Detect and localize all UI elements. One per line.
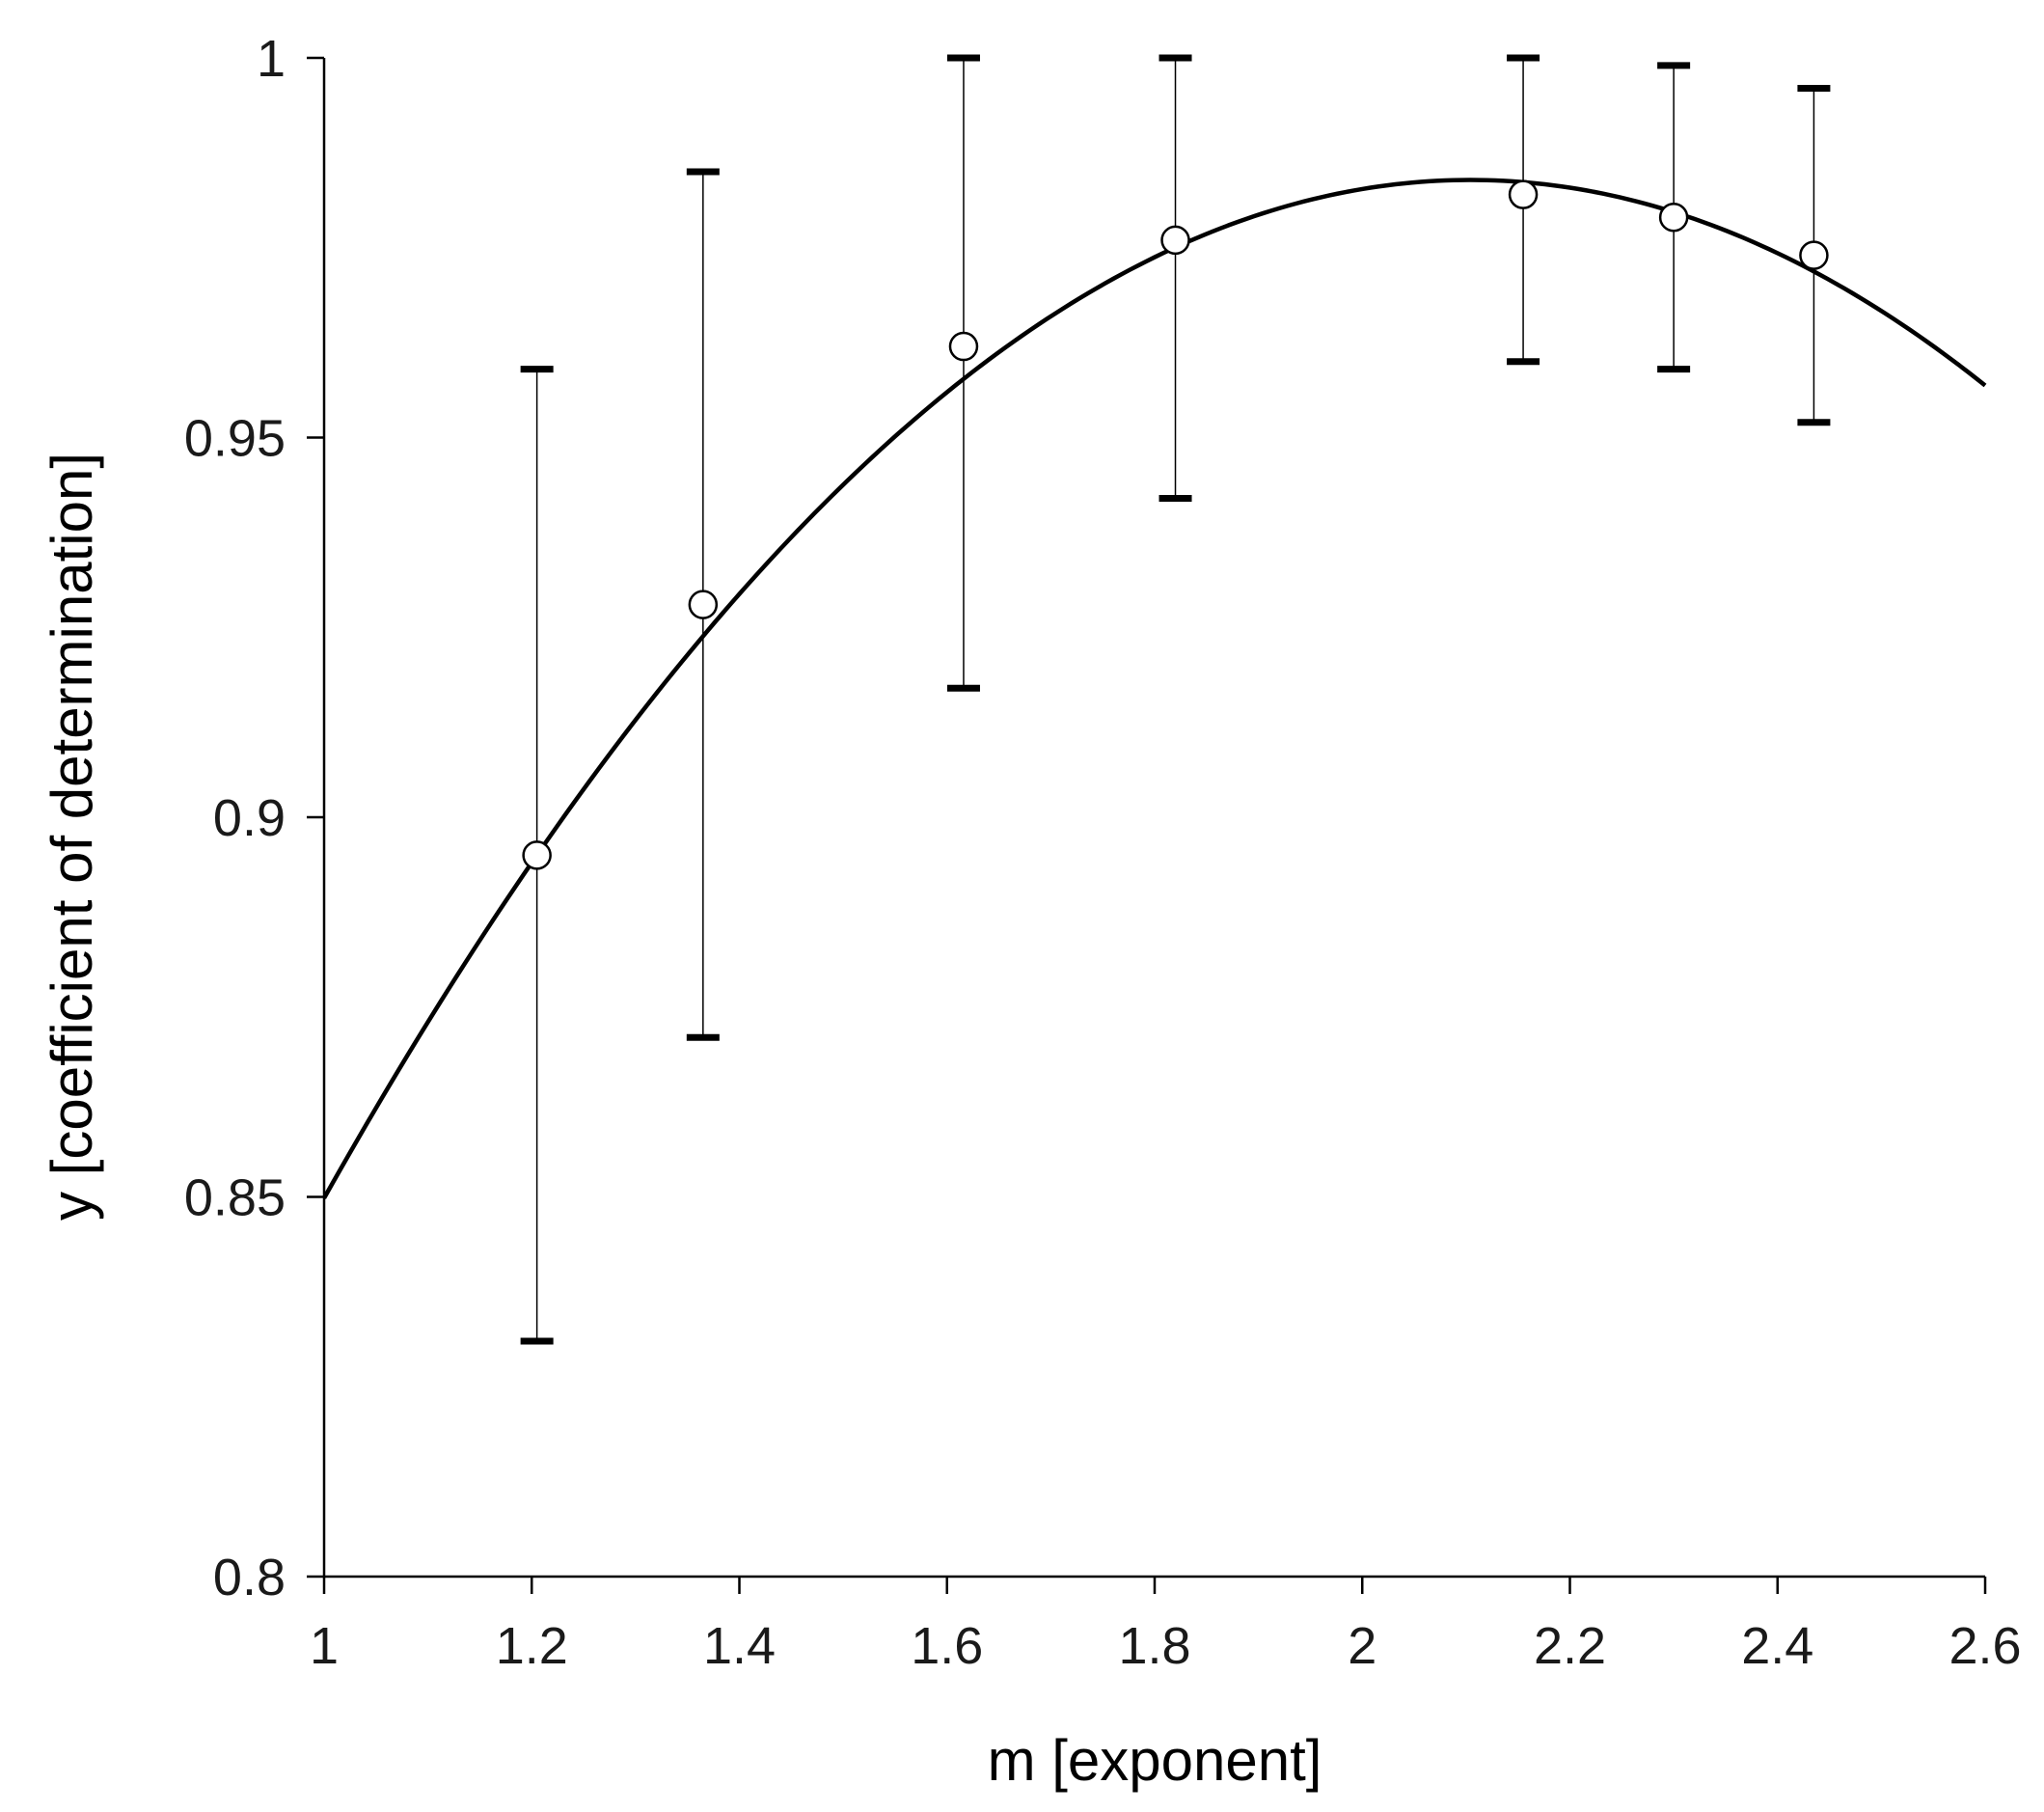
x-tick-label: 1.2 — [496, 1617, 568, 1675]
y-axis-label: y [coefficient of determination] — [40, 453, 104, 1221]
x-tick-label: 1.6 — [911, 1617, 983, 1675]
data-point-marker — [1658, 203, 1689, 233]
x-tick-label: 2.2 — [1534, 1617, 1606, 1675]
x-tick-label: 1 — [310, 1617, 339, 1675]
x-tick-label: 1.4 — [703, 1617, 776, 1675]
data-point-marker — [522, 840, 552, 870]
data-point-marker — [688, 590, 719, 619]
x-axis-label: m [exponent] — [988, 1728, 1322, 1793]
x-tick-label: 1.8 — [1118, 1617, 1190, 1675]
x-tick-label: 2.6 — [1949, 1617, 2021, 1675]
y-tick-label: 0.9 — [213, 789, 286, 847]
data-markers-layer — [522, 179, 1829, 870]
y-tick-label: 0.8 — [213, 1549, 286, 1606]
y-tick-label: 1 — [257, 30, 286, 88]
data-point-marker — [1508, 179, 1539, 209]
data-point-marker — [1160, 225, 1190, 256]
x-tick-label: 2.4 — [1741, 1617, 1813, 1675]
y-tick-label: 0.95 — [184, 410, 286, 468]
fit-curve — [322, 178, 1987, 1199]
data-point-marker — [948, 331, 979, 362]
axes: 0.8 0.85 0.9 0.95 1 1 1.2 1.4 1.6 1.8 2 2.2 2.4 2.6 — [184, 30, 2022, 1675]
data-point-marker — [1799, 240, 1829, 270]
fit-curve-layer — [322, 178, 1987, 1199]
x-tick-label: 2 — [1348, 1617, 1376, 1675]
y-tick-label: 0.85 — [184, 1169, 286, 1227]
